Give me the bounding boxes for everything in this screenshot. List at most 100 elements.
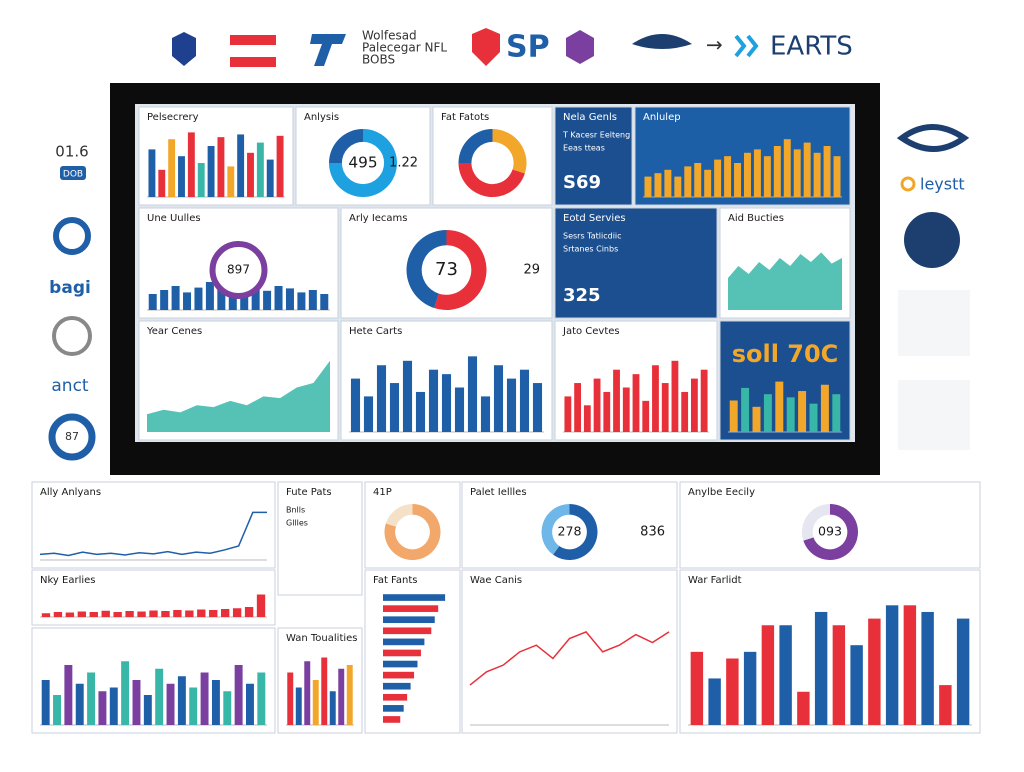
bar (832, 394, 841, 432)
panel (461, 569, 678, 734)
bar (149, 610, 158, 617)
icon (896, 124, 970, 152)
panel-title: Wan Toualities (286, 633, 358, 644)
bar (493, 365, 504, 432)
bar (363, 396, 374, 432)
bar (295, 687, 302, 725)
bar (338, 668, 345, 725)
bar (297, 292, 306, 310)
donut-note: 29 (523, 263, 540, 278)
donut-segment (803, 504, 859, 560)
bar (257, 672, 266, 725)
bar (173, 610, 182, 617)
bar (724, 156, 732, 197)
bar (383, 638, 425, 646)
bar (383, 716, 401, 723)
header: Wolfesad Palecegar NFL BOBS SP → EARTS (172, 28, 853, 67)
area (147, 360, 330, 432)
bar (532, 383, 543, 432)
bar (761, 625, 775, 725)
panel-line: Bnlls (286, 506, 305, 515)
bar (247, 152, 254, 197)
bar (773, 146, 781, 197)
bar (148, 294, 157, 310)
bar (187, 132, 195, 197)
badge (60, 166, 86, 180)
bar (101, 610, 110, 617)
bar (185, 610, 194, 617)
logo (172, 32, 196, 66)
donut-segment (384, 504, 441, 560)
panel-title: Pelsecrery (147, 112, 199, 123)
icon (900, 176, 916, 192)
bar (205, 282, 214, 310)
bar (211, 680, 220, 725)
bar (312, 680, 319, 725)
logo (310, 34, 346, 66)
bar (519, 369, 530, 432)
bar (41, 680, 50, 725)
sidebar-text: DOB (63, 170, 83, 180)
bar (217, 286, 226, 310)
panel-line: T Kacesr Eelteng (562, 131, 630, 140)
bar (454, 387, 465, 432)
panel-title: Hete Carts (349, 326, 402, 337)
icon (53, 217, 91, 255)
bar (77, 611, 86, 617)
panel-line: Eeas tteas (563, 144, 605, 153)
big-number: soll 70C (732, 340, 839, 368)
bar (681, 391, 689, 432)
bar (223, 691, 232, 725)
bar (171, 286, 180, 310)
wordmark: Wolfesad (362, 29, 417, 43)
bar (467, 356, 478, 432)
bar (251, 287, 260, 310)
logo (472, 28, 500, 66)
panel-title: Arly Iecams (349, 213, 408, 224)
bar (321, 657, 328, 725)
bar (383, 693, 408, 701)
bar (200, 672, 209, 725)
panel-title: Eotd Servies (563, 213, 626, 224)
panel-title: Wae Canis (470, 575, 522, 586)
bar (921, 611, 934, 725)
bar (903, 605, 917, 725)
bar (64, 665, 73, 725)
bar (644, 176, 652, 197)
bar (428, 369, 439, 432)
bar (734, 163, 742, 197)
bar (166, 683, 175, 725)
bar (383, 605, 439, 612)
bar (274, 286, 283, 310)
bar (304, 661, 311, 725)
bar (41, 613, 51, 617)
bar (786, 397, 795, 432)
panel-line: Srtanes Cinbs (563, 245, 618, 254)
bar (287, 672, 294, 725)
bar (694, 163, 702, 197)
donut-segment (385, 504, 413, 527)
bar (143, 695, 152, 725)
bar (654, 173, 662, 197)
donut-segment (553, 504, 598, 560)
bar (814, 611, 828, 725)
bar (564, 396, 572, 432)
panel-title: Nky Earlies (40, 575, 96, 586)
donut-segment (329, 129, 363, 163)
bar (228, 289, 237, 310)
bar (383, 594, 446, 601)
bar (376, 365, 387, 432)
panel-title: Fat Fatots (441, 112, 489, 123)
line (39, 511, 267, 557)
bar (87, 672, 96, 725)
panel-title: Anlulep (643, 112, 681, 123)
bar (137, 611, 146, 617)
bar (383, 660, 418, 668)
sidebar-text: leystt (920, 175, 965, 194)
bar (823, 146, 831, 197)
donut-segment (329, 129, 397, 197)
bar (956, 618, 970, 725)
panel-title: War Farlidt (688, 575, 742, 586)
panel-title: Jato Cevtes (562, 326, 620, 337)
bar (65, 612, 75, 617)
